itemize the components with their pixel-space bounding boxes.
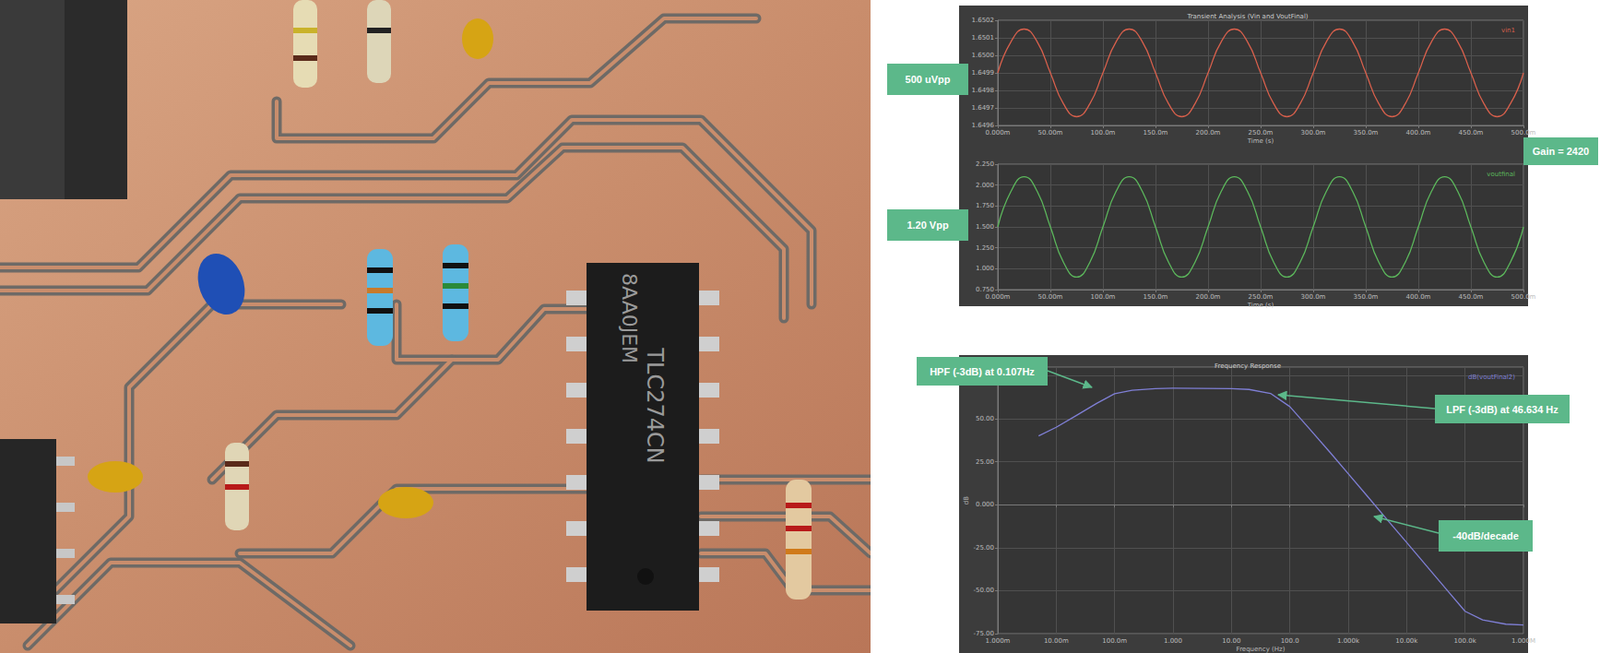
svg-text:450.0m: 450.0m <box>1458 293 1484 301</box>
svg-text:100.0: 100.0 <box>1280 637 1300 645</box>
svg-text:1.000M: 1.000M <box>1511 637 1536 645</box>
svg-text:1.6502: 1.6502 <box>971 16 996 24</box>
svg-text:1.500: 1.500 <box>975 223 995 231</box>
svg-text:vin1: vin1 <box>1501 26 1516 35</box>
svg-text:Transient Analysis (Vin and Vo: Transient Analysis (Vin and VoutFinal) <box>1185 12 1308 21</box>
html-text:LPF (-3dB) at 46.634 Hz: LPF (-3dB) at 46.634 Hz <box>1446 403 1559 415</box>
svg-text:10.00k: 10.00k <box>1395 637 1419 645</box>
svg-text:2.000: 2.000 <box>975 181 995 190</box>
svg-text:0.000m: 0.000m <box>985 129 1011 137</box>
svg-text:500.0m: 500.0m <box>1511 129 1537 137</box>
svg-text:150.0m: 150.0m <box>1143 293 1169 301</box>
svg-text:300.0m: 300.0m <box>1301 293 1327 301</box>
svg-text:250.0m: 250.0m <box>1248 293 1274 301</box>
svg-text:1.6500: 1.6500 <box>971 51 996 60</box>
svg-text:dB(voutFinal2): dB(voutFinal2) <box>1468 373 1516 381</box>
html-text:1.20 Vpp: 1.20 Vpp <box>906 219 949 231</box>
svg-text:1.000k: 1.000k <box>1337 637 1361 645</box>
svg-text:Frequency (Hz): Frequency (Hz) <box>1236 645 1286 653</box>
svg-text:250.0m: 250.0m <box>1248 129 1274 137</box>
svg-text:Time (s): Time (s) <box>1246 301 1275 309</box>
svg-text:50.00m: 50.00m <box>1038 129 1064 137</box>
svg-text:400.0m: 400.0m <box>1406 129 1432 137</box>
svg-text:1.250: 1.250 <box>975 244 995 252</box>
svg-text:300.0m: 300.0m <box>1301 129 1327 137</box>
svg-text:50.00: 50.00 <box>975 414 995 423</box>
svg-text:1.6496: 1.6496 <box>971 121 995 130</box>
svg-text:1.6497: 1.6497 <box>971 104 996 112</box>
svg-text:100.0m: 100.0m <box>1090 293 1116 301</box>
svg-text:0.000m: 0.000m <box>985 293 1011 301</box>
html-text:HPF (-3dB) at 0.107Hz: HPF (-3dB) at 0.107Hz <box>929 365 1035 377</box>
html-text:Gain = 2420: Gain = 2420 <box>1532 145 1590 157</box>
svg-text:0.750: 0.750 <box>975 285 995 294</box>
svg-text:150.0m: 150.0m <box>1143 129 1169 137</box>
svg-text:voutfinal: voutfinal <box>1486 170 1516 178</box>
svg-text:Time (s): Time (s) <box>1246 137 1275 145</box>
svg-text:100.0k: 100.0k <box>1454 637 1478 645</box>
svg-text:1.000: 1.000 <box>1163 637 1183 645</box>
svg-text:10.00m: 10.00m <box>1043 637 1069 645</box>
svg-text:100.0m: 100.0m <box>1090 129 1116 137</box>
svg-text:-75.00: -75.00 <box>973 629 995 638</box>
svg-text:350.0m: 350.0m <box>1353 129 1379 137</box>
svg-text:-50.00: -50.00 <box>972 586 995 594</box>
svg-text:450.0m: 450.0m <box>1458 129 1484 137</box>
svg-text:100.0m: 100.0m <box>1102 637 1127 645</box>
svg-text:0.000: 0.000 <box>975 500 995 509</box>
svg-text:1.000: 1.000 <box>975 264 995 273</box>
svg-text:1.6499: 1.6499 <box>971 69 996 77</box>
svg-text:-25.00: -25.00 <box>972 544 995 552</box>
html-text:-40dB/decade: -40dB/decade <box>1452 530 1519 542</box>
svg-text:1.6498: 1.6498 <box>971 86 996 95</box>
svg-text:1.750: 1.750 <box>975 201 995 210</box>
svg-text:8AA0JEM: 8AA0JEM <box>617 272 641 364</box>
svg-text:2.250: 2.250 <box>975 160 995 168</box>
svg-text:50.00m: 50.00m <box>1038 293 1064 301</box>
svg-text:Frequency Response: Frequency Response <box>1214 362 1281 370</box>
svg-text:400.0m: 400.0m <box>1406 293 1432 301</box>
svg-text:200.0m: 200.0m <box>1196 129 1221 137</box>
html-text:500 uVpp: 500 uVpp <box>905 73 951 85</box>
svg-text:10.00: 10.00 <box>1221 637 1241 645</box>
svg-text:dB: dB <box>962 496 971 505</box>
svg-text:1.6501: 1.6501 <box>971 34 996 42</box>
svg-text:TLC274CN: TLC274CN <box>641 346 668 463</box>
svg-text:1.000m: 1.000m <box>985 637 1011 645</box>
svg-text:25.00: 25.00 <box>975 458 995 466</box>
svg-text:350.0m: 350.0m <box>1353 293 1379 301</box>
svg-text:200.0m: 200.0m <box>1196 293 1221 301</box>
svg-text:500.0m: 500.0m <box>1511 293 1537 301</box>
